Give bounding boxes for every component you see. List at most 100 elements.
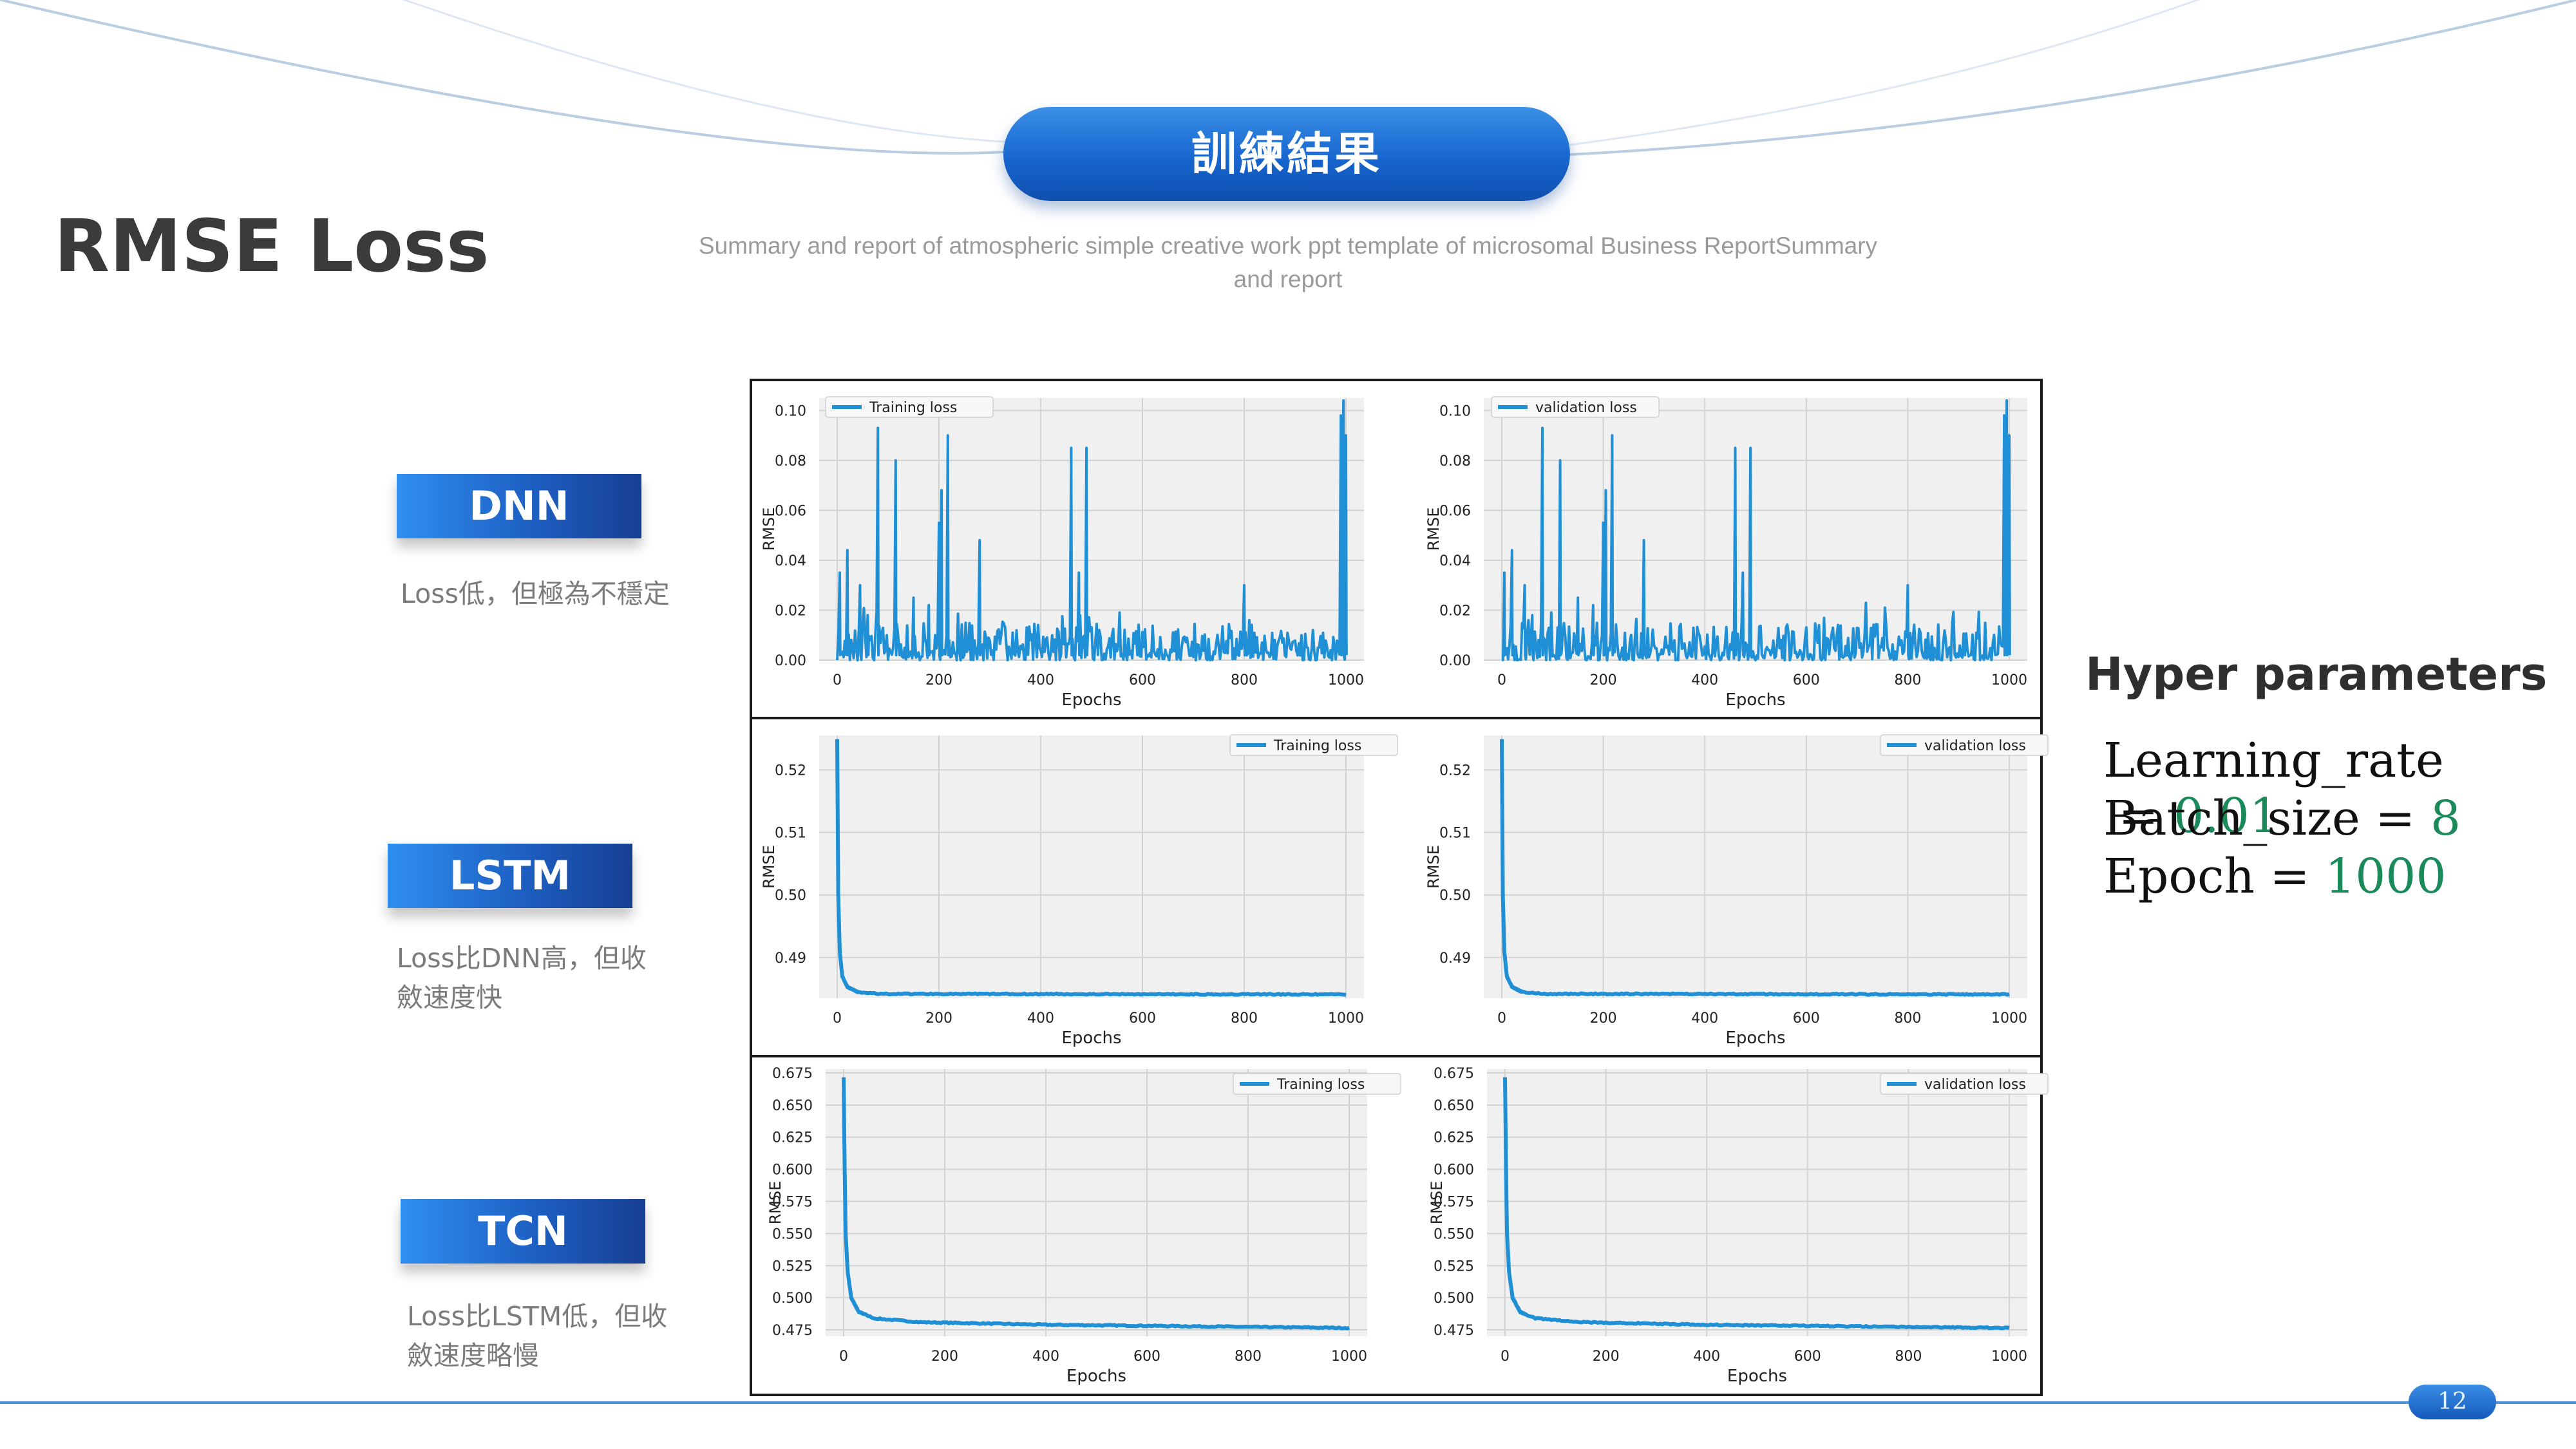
- x-tick-label: 600: [1793, 1010, 1820, 1027]
- y-axis-label: RMSE: [1425, 845, 1443, 889]
- x-tick-label: 800: [1895, 1349, 1922, 1365]
- legend-box: [1880, 1073, 2049, 1095]
- x-tick-label: 600: [1133, 1349, 1160, 1365]
- page-number: 12: [2409, 1385, 2496, 1419]
- series-line: [842, 1077, 1350, 1331]
- chart-row-divider: [750, 1055, 2043, 1057]
- x-tick-label: 400: [1691, 672, 1718, 688]
- series-line: [835, 739, 1347, 997]
- y-tick-label: 0.02: [775, 603, 806, 619]
- x-tick-label: 400: [1027, 672, 1054, 688]
- y-tick-label: 0.475: [1434, 1323, 1474, 1339]
- section-title-pill: 訓練結果: [1003, 107, 1570, 201]
- plot-area: [1484, 735, 2027, 998]
- legend-label: Training loss: [1276, 1077, 1365, 1093]
- series-line: [1500, 739, 2010, 997]
- hyper-param-learning-rate: Learning_rate = 0.01: [2103, 733, 2576, 844]
- plot-area: [826, 1069, 1367, 1336]
- x-tick-label: 200: [1593, 1349, 1620, 1365]
- y-tick-label: 0.52: [1439, 762, 1471, 779]
- hyper-param-value: 0.01: [2174, 788, 2280, 844]
- page-title: RMSE Loss: [54, 205, 489, 289]
- y-axis-label: RMSE: [760, 845, 778, 889]
- y-axis-label: RMSE: [1428, 1181, 1446, 1225]
- series-line: [836, 399, 1348, 661]
- x-tick-label: 400: [1691, 1010, 1718, 1027]
- model-desc-line: 斂速度略慢: [407, 1340, 539, 1371]
- x-tick-label: 400: [1027, 1010, 1054, 1027]
- x-tick-label: 200: [1590, 672, 1617, 688]
- plot-area: [819, 735, 1364, 998]
- legend-box: [1491, 396, 1660, 418]
- y-tick-label: 0.08: [1439, 453, 1471, 469]
- hyper-param-batch-size: Batch_size = 8: [2103, 791, 2461, 846]
- y-tick-label: 0.525: [1434, 1258, 1474, 1274]
- x-tick-label: 600: [1129, 672, 1156, 688]
- y-tick-label: 0.500: [1434, 1291, 1474, 1307]
- y-tick-label: 0.650: [1434, 1098, 1474, 1114]
- y-tick-label: 0.525: [772, 1258, 813, 1274]
- series-line: [1501, 399, 2011, 661]
- x-tick-label: 200: [925, 1010, 952, 1027]
- hyper-param-name: Batch_size: [2103, 791, 2360, 846]
- x-tick-label: 1000: [1328, 1010, 1364, 1027]
- hyper-param-name: Epoch: [2103, 849, 2255, 904]
- x-tick-label: 1000: [1991, 1349, 2027, 1365]
- y-tick-label: 0.600: [772, 1162, 813, 1179]
- legend-label: validation loss: [1924, 738, 2026, 754]
- y-tick-label: 0.10: [1439, 403, 1471, 419]
- hyper-param-value: 8: [2430, 791, 2461, 846]
- x-tick-label: 1000: [1991, 672, 2027, 688]
- x-axis-label: Epochs: [1061, 690, 1121, 710]
- y-tick-label: 0.10: [775, 403, 806, 419]
- x-tick-label: 0: [1501, 1349, 1510, 1365]
- y-tick-label: 0.625: [1434, 1130, 1474, 1146]
- hyper-parameters-title: Hyper parameters: [2085, 648, 2548, 701]
- model-desc-line: Loss比LSTM低，但收: [407, 1301, 668, 1332]
- model-desc-line: Loss比DNN高，但收: [397, 943, 647, 974]
- model-desc-dnn: Loss低，但極為不穩定: [401, 574, 697, 614]
- y-tick-label: 0.04: [775, 553, 806, 569]
- x-tick-label: 200: [925, 672, 952, 688]
- x-tick-label: 800: [1231, 1010, 1258, 1027]
- y-tick-label: 0.50: [1439, 888, 1471, 904]
- footer-line: [0, 1401, 2576, 1404]
- model-desc-line: Loss低，但極為不穩定: [401, 578, 670, 609]
- model-desc-tcn: Loss比LSTM低，但收 斂速度略慢: [407, 1297, 703, 1376]
- x-axis-label: Epochs: [1727, 1367, 1787, 1386]
- y-tick-label: 0.06: [775, 503, 806, 519]
- hyper-param-eq: =: [2255, 849, 2325, 904]
- legend-label: Training loss: [869, 400, 957, 416]
- legend-box: [1229, 734, 1398, 756]
- x-tick-label: 0: [833, 1010, 842, 1027]
- y-axis-label: RMSE: [1425, 507, 1443, 551]
- x-axis-label: Epochs: [1725, 690, 1785, 710]
- y-axis-label: RMSE: [760, 507, 778, 551]
- hyper-param-epoch: Epoch = 1000: [2103, 849, 2446, 904]
- y-tick-label: 0.51: [775, 826, 806, 842]
- y-tick-label: 0.04: [1439, 553, 1471, 569]
- y-tick-label: 0.550: [772, 1226, 813, 1242]
- hyper-param-value: 1000: [2325, 849, 2447, 904]
- x-tick-label: 1000: [1331, 1349, 1367, 1365]
- x-axis-label: Epochs: [1061, 1028, 1121, 1048]
- chart-row-divider: [750, 717, 2043, 719]
- y-tick-label: 0.675: [1434, 1066, 1474, 1082]
- model-desc-lstm: Loss比DNN高，但收 斂速度快: [397, 939, 693, 1018]
- plot-area: [819, 398, 1364, 660]
- x-tick-label: 600: [1793, 672, 1820, 688]
- plot-area: [1487, 1069, 2027, 1336]
- x-tick-label: 600: [1129, 1010, 1156, 1027]
- page-subtitle: Summary and report of atmospheric simple…: [698, 232, 1878, 292]
- legend-box: [1233, 1073, 1401, 1095]
- y-tick-label: 0.51: [1439, 826, 1471, 842]
- model-label-lstm: LSTM: [388, 844, 632, 908]
- x-tick-label: 0: [839, 1349, 848, 1365]
- y-tick-label: 0.50: [775, 888, 806, 904]
- x-tick-label: 800: [1231, 672, 1258, 688]
- y-tick-label: 0.550: [1434, 1226, 1474, 1242]
- legend-box: [825, 396, 994, 418]
- model-label-dnn: DNN: [397, 474, 641, 538]
- x-tick-label: 1000: [1991, 1010, 2027, 1027]
